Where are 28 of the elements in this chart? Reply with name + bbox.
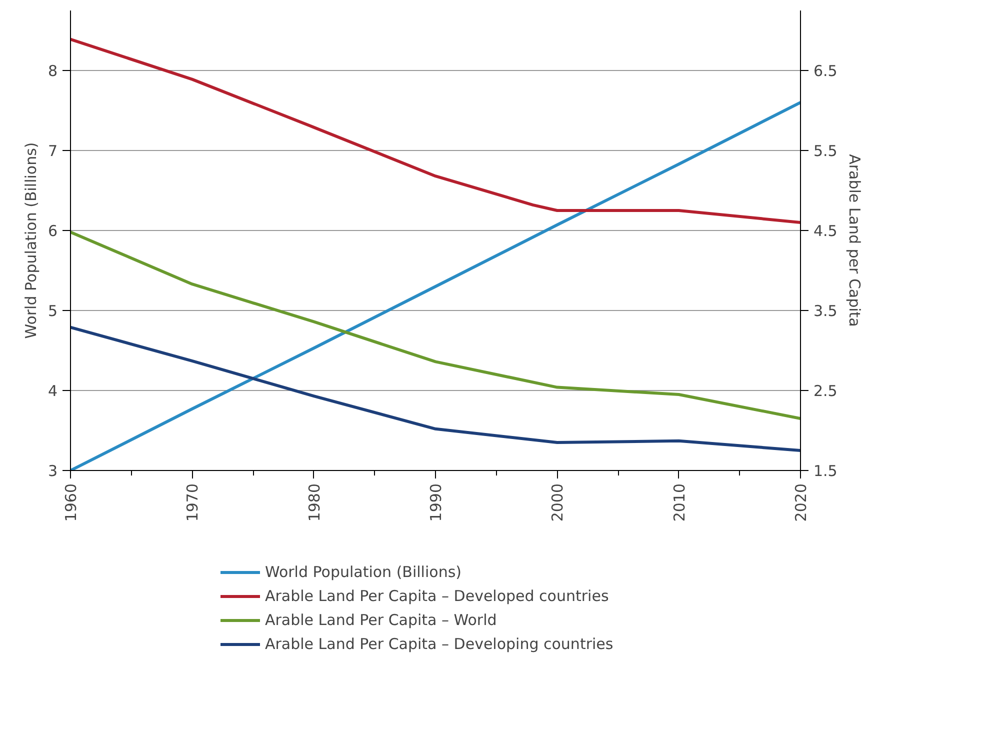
x-tick-label: 1970 (184, 483, 202, 522)
y-tick-label: 7 (48, 142, 58, 160)
y-tick-label: 6 (48, 222, 58, 240)
y2-tick-label: 3.5 (814, 302, 838, 320)
x-tick-label: 2000 (548, 483, 567, 522)
legend-label: Arable Land Per Capita – Developed countries (265, 587, 609, 605)
y-axis-title: World Population (Billions) (22, 142, 40, 339)
x-tick-label: 2010 (670, 483, 688, 522)
x-tick-label: 1990 (427, 483, 445, 522)
x-tick-label: 2020 (792, 483, 810, 522)
y2-tick-label: 5.5 (814, 142, 838, 160)
legend-label: Arable Land Per Capita – World (265, 611, 497, 629)
y-tick-label: 5 (48, 302, 58, 320)
legend-label: World Population (Billions) (265, 563, 462, 581)
line-series (70, 38, 800, 224)
y2-tick-label: 6.5 (814, 62, 838, 80)
y-tick-label: 8 (48, 62, 58, 80)
x-tick-label: 1980 (305, 483, 324, 522)
line-series (70, 326, 800, 452)
y2-axis-title: Arable Land per Capita (845, 154, 864, 327)
line-series (70, 230, 800, 420)
y-tick-label: 3 (48, 462, 58, 480)
y2-tick-label: 2.5 (814, 382, 838, 400)
legend-label: Arable Land Per Capita – Developing countries (265, 635, 614, 653)
y-tick-label: 4 (48, 382, 58, 400)
y2-tick-label: 4.5 (814, 222, 838, 240)
x-tick-label: 1960 (62, 483, 80, 522)
y2-tick-label: 1.5 (814, 462, 838, 480)
